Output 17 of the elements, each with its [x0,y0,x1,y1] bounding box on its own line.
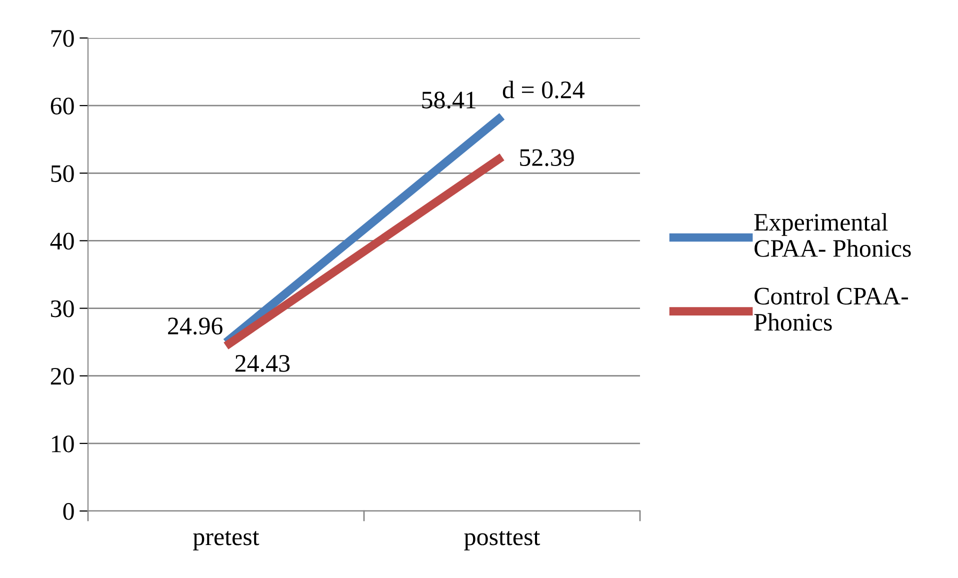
annotation: d = 0.24 [502,80,584,98]
x-tick-label: posttest [464,530,540,550]
legend-label: Experimental CPAA- Phonics [754,213,911,257]
y-tick-label: 0 [63,503,74,520]
x-tick-label: pretest [193,530,260,550]
y-tick-label: 30 [51,300,74,318]
y-tick-label: 70 [51,30,74,47]
data-label: 52.39 [520,149,574,166]
data-label: 58.41 [422,92,476,109]
y-tick-label: 50 [51,165,74,182]
legend-label: Control CPAA- Phonics [754,287,908,331]
data-label: 24.96 [168,318,222,335]
y-tick-label: 60 [50,98,74,114]
y-tick-label: 10 [52,435,74,452]
data-label: 24.43 [235,355,290,372]
y-tick-label: 40 [50,232,74,250]
y-tick-label: 20 [50,368,74,385]
